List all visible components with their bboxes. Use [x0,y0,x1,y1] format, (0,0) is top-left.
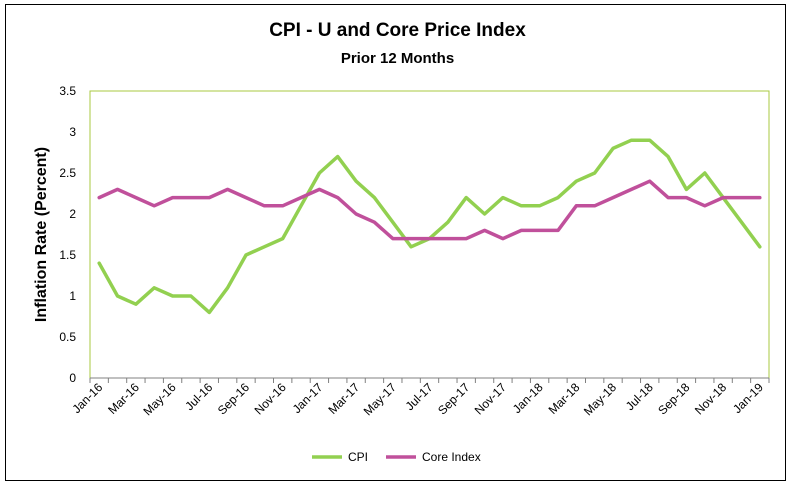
y-tick-label: 2 [69,207,76,221]
chart-subtitle: Prior 12 Months [340,50,455,67]
y-tick-label: 3.5 [59,84,76,98]
x-tick-label: Nov-18 [692,380,729,417]
x-tick-label: May-18 [581,380,619,418]
x-tick-label: Jan-16 [69,380,105,416]
y-tick-label: 1.5 [59,248,76,262]
x-tick-label: Mar-17 [325,380,362,417]
y-tick-label: 1 [69,289,76,303]
x-tick-label: Jul-17 [403,380,436,413]
x-tick-label: Sep-16 [215,380,252,417]
x-tick-label: Jul-18 [623,380,656,413]
series-line-cpi [97,138,762,315]
chart-title: CPI - U and Core Price Index [269,20,526,41]
legend-label: Core Index [422,450,481,464]
y-tick-label: 3 [69,125,76,139]
y-tick-label: 0.5 [59,330,76,344]
x-tick-label: Jan-17 [290,380,326,416]
x-tick-label: May-16 [141,380,179,418]
x-tick-label: Sep-18 [655,380,692,417]
legend-label: CPI [348,450,368,464]
y-tick-label: 2.5 [59,166,76,180]
x-tick-label: Jan-18 [510,380,546,416]
x-tick-label: Nov-17 [472,380,509,417]
x-tick-label: Nov-16 [252,380,289,417]
x-tick-label: May-17 [361,380,399,418]
x-tick-label: Mar-18 [546,380,583,417]
x-tick-label: Jul-16 [182,380,215,413]
x-tick-label: Mar-16 [105,380,142,417]
x-tick-label: Jan-19 [730,380,766,416]
chart-frame [5,4,786,481]
x-tick-label: Sep-17 [435,380,472,417]
y-axis-label: Inflation Rate (Percent) [33,147,50,322]
plot-area [89,90,770,379]
series-line-core-index [97,179,762,241]
y-tick-label: 0 [69,371,76,385]
